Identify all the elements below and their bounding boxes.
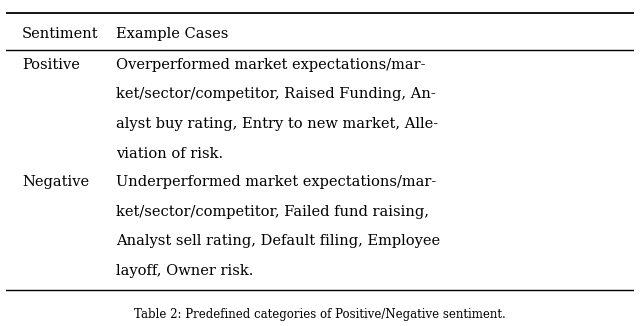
- Text: Analyst sell rating, Default filing, Employee: Analyst sell rating, Default filing, Emp…: [116, 234, 440, 248]
- Text: Table 2: Predefined categories of Positive/Negative sentiment.: Table 2: Predefined categories of Positi…: [134, 308, 506, 321]
- Text: ket/sector/competitor, Raised Funding, An-: ket/sector/competitor, Raised Funding, A…: [116, 87, 436, 101]
- Text: Sentiment: Sentiment: [22, 27, 99, 41]
- Text: ket/sector/competitor, Failed fund raising,: ket/sector/competitor, Failed fund raisi…: [116, 204, 429, 218]
- Text: viation of risk.: viation of risk.: [116, 147, 223, 161]
- Text: Overperformed market expectations/mar-: Overperformed market expectations/mar-: [116, 58, 426, 72]
- Text: Positive: Positive: [22, 58, 80, 72]
- Text: layoff, Owner risk.: layoff, Owner risk.: [116, 264, 253, 278]
- Text: alyst buy rating, Entry to new market, Alle-: alyst buy rating, Entry to new market, A…: [116, 117, 438, 131]
- Text: Negative: Negative: [22, 175, 89, 189]
- Text: Underperformed market expectations/mar-: Underperformed market expectations/mar-: [116, 175, 436, 189]
- Text: Example Cases: Example Cases: [116, 27, 228, 41]
